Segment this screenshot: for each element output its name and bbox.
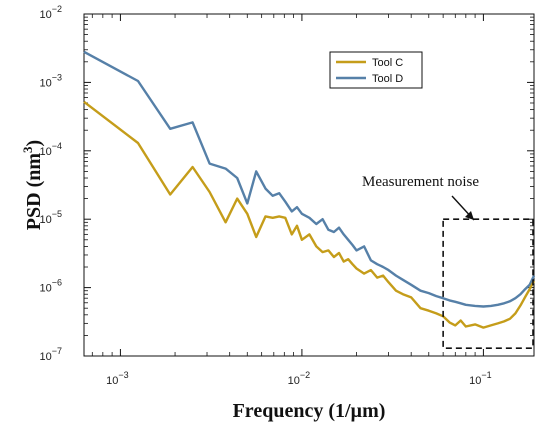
y-tick-exp: −6 xyxy=(52,278,62,288)
x-tick-label: 10−3 xyxy=(106,370,129,387)
y-tick-base: 10 xyxy=(39,351,51,363)
noise-arrow-head xyxy=(465,211,474,220)
annotations: Measurement noise xyxy=(362,174,534,350)
y-tick-label: 10−3 xyxy=(39,72,62,89)
plot-frame xyxy=(83,13,535,357)
y-axis-label-close: ) xyxy=(23,140,45,147)
legend: Tool C Tool D xyxy=(329,51,423,89)
y-tick-exp: −7 xyxy=(52,346,62,356)
y-tick-label: 10−4 xyxy=(39,141,62,158)
x-tick-exp: −1 xyxy=(481,370,491,380)
x-tick-label: 10−1 xyxy=(469,370,492,387)
y-tick-label: 10−6 xyxy=(39,278,62,295)
y-tick-base: 10 xyxy=(39,283,51,295)
y-tick-exp: −3 xyxy=(52,72,62,82)
y-tick-label: 10−2 xyxy=(39,4,62,21)
x-axis-label: Frequency (1/µm) xyxy=(233,400,386,422)
y-tick-label: 10−7 xyxy=(39,346,62,363)
x-tick-exp: −2 xyxy=(300,370,310,380)
x-tick-base: 10 xyxy=(469,375,481,387)
legend-label-tool-c: Tool C xyxy=(372,57,403,69)
y-tick-base: 10 xyxy=(39,77,51,89)
noise-annotation-label: Measurement noise xyxy=(362,174,479,190)
y-tick-exp: −4 xyxy=(52,141,62,151)
x-tick-exp: −3 xyxy=(118,370,128,380)
legend-label-tool-d: Tool D xyxy=(372,73,403,85)
y-axis-label-main: PSD (nm xyxy=(23,153,45,231)
y-tick-base: 10 xyxy=(39,214,51,226)
y-tick-exp: −5 xyxy=(52,209,62,219)
x-tick-base: 10 xyxy=(288,375,300,387)
x-tick-base: 10 xyxy=(106,375,118,387)
y-axis-label: PSD (nm3) xyxy=(20,140,45,230)
y-tick-base: 10 xyxy=(39,9,51,21)
series-line-tool-c xyxy=(83,100,536,329)
y-axis-label-sup: 3 xyxy=(20,146,35,153)
data-series xyxy=(83,50,536,329)
y-tick-base: 10 xyxy=(39,146,51,158)
tick-labels: 10−3 10−2 10−110−710−610−510−410−310−2 xyxy=(39,4,491,387)
noise-region-box xyxy=(442,218,534,350)
axis-ticks xyxy=(84,13,534,357)
series-line-tool-d xyxy=(83,50,536,308)
y-tick-exp: −2 xyxy=(52,4,62,14)
legend-box xyxy=(329,51,423,89)
y-tick-label: 10−5 xyxy=(39,209,62,226)
x-tick-label: 10−2 xyxy=(288,370,311,387)
